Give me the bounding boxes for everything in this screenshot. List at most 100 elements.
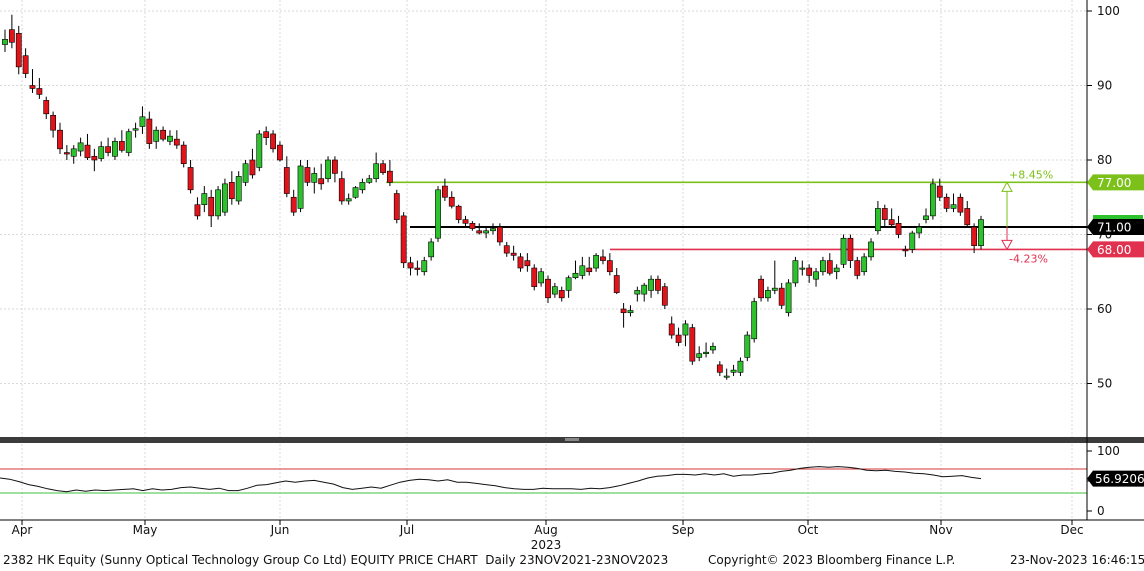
candle: [228, 171, 235, 205]
candle-body: [304, 167, 311, 183]
candle-body: [242, 163, 249, 183]
candle-body: [462, 219, 469, 224]
candle-body: [118, 141, 125, 151]
candle-body: [696, 353, 703, 358]
candle: [469, 221, 476, 231]
candle: [744, 331, 751, 362]
candle-body: [173, 138, 180, 146]
candle: [689, 323, 696, 365]
candle: [524, 253, 531, 272]
panel-divider-axis: [1087, 437, 1144, 443]
candle: [118, 130, 125, 153]
candle-body: [146, 118, 153, 144]
candle: [435, 186, 441, 242]
indicator-line: [0, 466, 982, 493]
candle-body: [833, 267, 840, 273]
candle-body: [778, 287, 785, 306]
candle-body: [737, 360, 744, 373]
candle: [503, 241, 510, 257]
candle: [806, 264, 813, 283]
candle-body: [428, 241, 435, 258]
candle-body: [469, 223, 476, 229]
candle: [57, 122, 63, 155]
copyright: Copyright© 2023 Bloomberg Finance L.P.: [708, 553, 956, 567]
candle: [462, 215, 469, 228]
candle: [29, 69, 36, 93]
candle-body: [311, 173, 318, 183]
candle-body: [277, 144, 283, 161]
candle-body: [703, 351, 709, 354]
chart-title: 2382 HK Equity (Sunny Optical Technology…: [3, 553, 668, 567]
candle-body: [338, 178, 345, 202]
x-tick-label: Oct: [798, 523, 819, 537]
candle: [820, 256, 826, 276]
candle-body: [826, 260, 833, 274]
candle: [387, 160, 393, 187]
candle: [345, 193, 352, 205]
level-price-tag-label: 77.00: [1097, 176, 1131, 190]
candle-body: [270, 133, 276, 150]
candle-body: [613, 275, 620, 293]
candle-body: [290, 196, 297, 213]
candle-body: [854, 260, 861, 276]
candle-body: [332, 159, 338, 174]
candle-body: [125, 131, 132, 153]
candle-body: [283, 167, 290, 194]
candle-body: [723, 375, 730, 378]
upside-arrow-icon: [1001, 181, 1013, 192]
candle: [929, 178, 936, 220]
candle-body: [297, 165, 304, 209]
candle-body: [820, 260, 826, 273]
candle-body: [105, 146, 111, 153]
candle-body: [909, 232, 916, 250]
candle-body: [98, 146, 105, 159]
candle-body: [359, 182, 366, 191]
candle-body: [490, 228, 496, 232]
candle: [414, 260, 421, 276]
candle: [84, 133, 91, 160]
candle: [778, 282, 785, 309]
candle: [332, 156, 338, 183]
level-price-tag-label: 71.00: [1097, 221, 1131, 235]
candle: [606, 253, 613, 276]
candle-body: [345, 198, 352, 202]
candle-body: [682, 323, 689, 336]
x-tick-label: Nov: [929, 523, 952, 537]
candle: [661, 282, 668, 309]
candle: [978, 215, 984, 250]
candle-body: [387, 170, 393, 183]
level-price-tag-label: 68.00: [1097, 243, 1131, 257]
candle: [421, 256, 428, 276]
candle: [785, 279, 792, 317]
candle: [909, 230, 916, 254]
candle-body: [167, 135, 173, 142]
candle-body: [785, 282, 792, 314]
candle: [263, 126, 270, 146]
candle: [641, 282, 648, 302]
y-tick-label: 50: [1097, 377, 1112, 391]
candle-body: [222, 183, 228, 213]
candle: [235, 171, 242, 205]
candle: [957, 193, 964, 216]
candle-body: [373, 163, 380, 179]
candle: [655, 275, 661, 295]
indicator-y-tick-label: 100: [1097, 444, 1120, 458]
candle: [441, 178, 448, 201]
candle-body: [765, 290, 771, 299]
candle-body: [256, 133, 263, 168]
candle-body: [847, 237, 854, 261]
candle-body: [448, 196, 455, 207]
candle-body: [579, 265, 586, 276]
candle-body: [964, 208, 971, 226]
candle-body: [84, 144, 91, 159]
candle: [751, 297, 758, 343]
candle: [895, 215, 902, 239]
candle-body: [201, 193, 208, 205]
candle: [634, 286, 641, 302]
candle: [572, 260, 579, 280]
candle: [366, 174, 373, 184]
candle: [50, 111, 57, 138]
indicator-value-label: 56.9206: [1095, 472, 1144, 486]
candle-body: [730, 369, 737, 373]
